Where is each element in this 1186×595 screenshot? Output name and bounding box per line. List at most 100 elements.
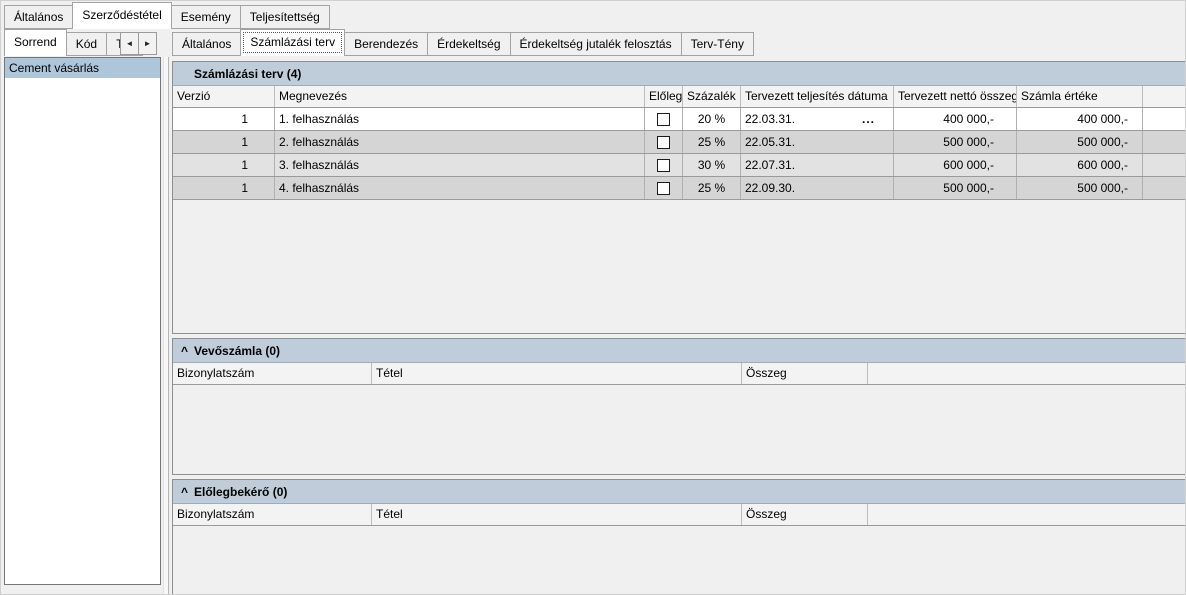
cell-empty bbox=[1143, 108, 1185, 130]
cell-szazalek: 20 % bbox=[683, 108, 741, 130]
column-megnevezes[interactable]: Megnevezés bbox=[275, 86, 645, 107]
cell-netto: 500 000,- bbox=[894, 177, 1017, 199]
section-title-label: Számlázási terv (4) bbox=[194, 66, 302, 81]
advance-request-column-header: Bizonylatszám Tétel Összeg bbox=[173, 504, 1185, 526]
column-tetel[interactable]: Tétel bbox=[372, 504, 742, 525]
cell-empty bbox=[1143, 154, 1185, 176]
column-empty bbox=[868, 363, 1185, 384]
column-netto[interactable]: Tervezett nettó összeg bbox=[894, 86, 1017, 107]
tab-kod[interactable]: Kód bbox=[65, 32, 108, 56]
table-row[interactable]: 1 2. felhasználás 25 % 22.05.31. 500 000… bbox=[173, 131, 1185, 154]
date-value: 22.03.31. bbox=[745, 112, 796, 126]
cell-eloleg bbox=[645, 177, 683, 199]
pane-splitter[interactable] bbox=[163, 57, 169, 594]
tab-scroll-prev-button[interactable]: ◄ bbox=[120, 32, 139, 55]
arrow-left-icon: ◄ bbox=[125, 39, 134, 48]
cell-eloleg bbox=[645, 131, 683, 153]
tab-szamlazasi-terv[interactable]: Számlázási terv bbox=[240, 29, 346, 56]
cell-netto: 600 000,- bbox=[894, 154, 1017, 176]
billing-plan-column-header: Verzió Megnevezés Előleg Százalék Tervez… bbox=[173, 86, 1185, 108]
cell-szamla-erteke: 600 000,- bbox=[1017, 154, 1143, 176]
contract-item-list: Cement vásárlás bbox=[4, 57, 161, 585]
cell-szamla-erteke: 500 000,- bbox=[1017, 177, 1143, 199]
advance-request-section: ^ Előlegbekérő (0) Bizonylatszám Tétel Ö… bbox=[172, 479, 1185, 594]
date-value: 22.09.30. bbox=[745, 181, 796, 195]
advance-request-empty-area bbox=[173, 526, 1185, 594]
date-value: 22.05.31. bbox=[745, 135, 796, 149]
billing-plan-empty-area bbox=[173, 200, 1185, 333]
column-bizonylatszam[interactable]: Bizonylatszám bbox=[173, 504, 372, 525]
cell-megnevezes: 1. felhasználás bbox=[275, 108, 645, 130]
advance-request-header[interactable]: ^ Előlegbekérő (0) bbox=[173, 480, 1185, 504]
detail-tab-bar: Általános Számlázási terv Berendezés Érd… bbox=[172, 29, 754, 56]
customer-invoice-empty-area bbox=[173, 385, 1185, 474]
cell-szazalek: 25 % bbox=[683, 177, 741, 199]
cell-verzio: 1 bbox=[173, 108, 275, 130]
section-title-label: Vevőszámla (0) bbox=[194, 343, 281, 358]
customer-invoice-header[interactable]: ^ Vevőszámla (0) bbox=[173, 339, 1185, 363]
column-empty bbox=[868, 504, 1185, 525]
tab-erdekeltseg-jutalek[interactable]: Érdekeltség jutalék felosztás bbox=[509, 32, 682, 56]
section-title-label: Előlegbekérő (0) bbox=[194, 484, 288, 499]
eloleg-checkbox[interactable] bbox=[657, 181, 670, 195]
tab-altalanos[interactable]: Általános bbox=[4, 5, 74, 29]
date-browse-button[interactable]: ... bbox=[861, 112, 875, 126]
list-item[interactable]: Cement vásárlás bbox=[5, 58, 160, 78]
collapse-icon[interactable]: ^ bbox=[181, 343, 189, 358]
tab-esemeny[interactable]: Esemény bbox=[170, 5, 241, 29]
cell-netto: 400 000,- bbox=[894, 108, 1017, 130]
eloleg-checkbox[interactable] bbox=[657, 135, 670, 149]
tab-erdekeltseg[interactable]: Érdekeltség bbox=[427, 32, 511, 56]
cell-megnevezes: 3. felhasználás bbox=[275, 154, 645, 176]
arrow-right-icon: ► bbox=[143, 39, 152, 48]
eloleg-checkbox[interactable] bbox=[657, 158, 670, 172]
tab-detail-altalanos[interactable]: Általános bbox=[172, 32, 242, 56]
column-osszeg[interactable]: Összeg bbox=[742, 504, 868, 525]
column-datum[interactable]: Tervezett teljesítés dátuma bbox=[741, 86, 894, 107]
customer-invoice-section: ^ Vevőszámla (0) Bizonylatszám Tétel Öss… bbox=[172, 338, 1185, 475]
column-verzio[interactable]: Verzió bbox=[173, 86, 275, 107]
tab-terv-teny[interactable]: Terv-Tény bbox=[680, 32, 754, 56]
cell-empty bbox=[1143, 131, 1185, 153]
column-empty bbox=[1143, 86, 1185, 107]
cell-verzio: 1 bbox=[173, 177, 275, 199]
cell-verzio: 1 bbox=[173, 154, 275, 176]
cell-szamla-erteke: 500 000,- bbox=[1017, 131, 1143, 153]
cell-datum: 22.03.31. ... bbox=[741, 108, 894, 130]
cell-megnevezes: 4. felhasználás bbox=[275, 177, 645, 199]
table-row[interactable]: 1 3. felhasználás 30 % 22.07.31. 600 000… bbox=[173, 154, 1185, 177]
billing-plan-header[interactable]: Számlázási terv (4) bbox=[173, 62, 1185, 86]
cell-datum: 22.09.30. bbox=[741, 177, 894, 199]
billing-plan-section: Számlázási terv (4) Verzió Megnevezés El… bbox=[172, 61, 1185, 334]
tab-szerzodestetel[interactable]: Szerződéstétel bbox=[72, 2, 172, 29]
cell-netto: 500 000,- bbox=[894, 131, 1017, 153]
cell-szazalek: 25 % bbox=[683, 131, 741, 153]
table-row[interactable]: 1 4. felhasználás 25 % 22.09.30. 500 000… bbox=[173, 177, 1185, 200]
cell-szamla-erteke: 400 000,- bbox=[1017, 108, 1143, 130]
tab-scroll-next-button[interactable]: ► bbox=[138, 32, 157, 55]
cell-empty bbox=[1143, 177, 1185, 199]
column-szamla-erteke[interactable]: Számla értéke bbox=[1017, 86, 1143, 107]
table-row[interactable]: 1 1. felhasználás 20 % 22.03.31. ... 400… bbox=[173, 108, 1185, 131]
column-szazalek[interactable]: Százalék bbox=[683, 86, 741, 107]
date-value: 22.07.31. bbox=[745, 158, 796, 172]
cell-megnevezes: 2. felhasználás bbox=[275, 131, 645, 153]
cell-eloleg bbox=[645, 154, 683, 176]
customer-invoice-column-header: Bizonylatszám Tétel Összeg bbox=[173, 363, 1185, 385]
collapse-icon[interactable]: ^ bbox=[181, 484, 189, 499]
tab-teljesitettseg[interactable]: Teljesítettség bbox=[239, 5, 330, 29]
cell-eloleg bbox=[645, 108, 683, 130]
eloleg-checkbox[interactable] bbox=[657, 112, 670, 126]
cell-datum: 22.05.31. bbox=[741, 131, 894, 153]
cell-szazalek: 30 % bbox=[683, 154, 741, 176]
main-tab-bar: Általános Szerződéstétel Esemény Teljesí… bbox=[4, 2, 330, 29]
column-osszeg[interactable]: Összeg bbox=[742, 363, 868, 384]
column-bizonylatszam[interactable]: Bizonylatszám bbox=[173, 363, 372, 384]
tab-sorrend[interactable]: Sorrend bbox=[4, 29, 67, 56]
cell-verzio: 1 bbox=[173, 131, 275, 153]
tab-berendezes[interactable]: Berendezés bbox=[344, 32, 429, 56]
column-eloleg[interactable]: Előleg bbox=[645, 86, 683, 107]
column-tetel[interactable]: Tétel bbox=[372, 363, 742, 384]
cell-datum: 22.07.31. bbox=[741, 154, 894, 176]
